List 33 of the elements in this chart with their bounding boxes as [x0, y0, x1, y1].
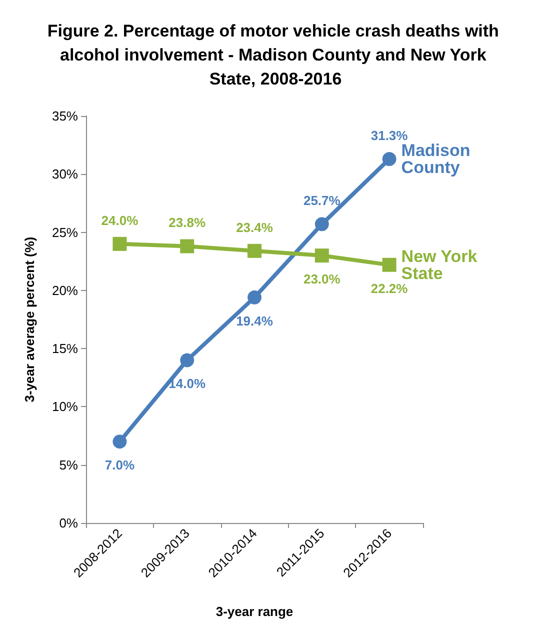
- data-label: 25.7%: [303, 193, 341, 208]
- y-tick-label: 20%: [52, 282, 78, 298]
- data-label: 23.4%: [236, 220, 274, 235]
- data-label: 7.0%: [104, 458, 135, 473]
- data-label: 14.0%: [168, 376, 206, 392]
- point: [314, 217, 329, 232]
- data-label: 23.8%: [168, 215, 206, 230]
- y-tick-label: 5%: [59, 457, 78, 472]
- y-tick-label: 15%: [52, 341, 78, 356]
- point: [112, 434, 127, 449]
- data-label: 22.2%: [370, 280, 408, 296]
- y-tick-label: 35%: [52, 108, 78, 124]
- x-axis-title: 3-year range: [216, 604, 294, 619]
- point: [180, 239, 194, 254]
- point: [382, 152, 396, 166]
- data-label: 24.0%: [101, 212, 139, 228]
- data-label: 23.0%: [303, 272, 341, 287]
- y-axis-title: 3-year average percent (%): [22, 236, 37, 402]
- y-tick-label: 25%: [52, 224, 78, 240]
- y-tick-label: 0%: [59, 516, 78, 530]
- chart-title: Figure 2. Percentage of motor vehicle crash deaths with alcohol involvement - Madison County and New York State, 2008-2016: [47, 22, 504, 88]
- y-tick-label: 30%: [52, 166, 78, 182]
- point: [248, 244, 262, 258]
- point: [314, 248, 329, 263]
- point: [112, 236, 127, 251]
- series-label: Madison County: [401, 141, 475, 178]
- point: [180, 353, 194, 368]
- data-label: 31.3%: [370, 128, 408, 144]
- series-label: New York State: [401, 246, 482, 283]
- point: [248, 290, 262, 304]
- y-tick-label: 10%: [52, 399, 78, 414]
- data-label: 19.4%: [236, 313, 274, 328]
- point: [382, 258, 396, 272]
